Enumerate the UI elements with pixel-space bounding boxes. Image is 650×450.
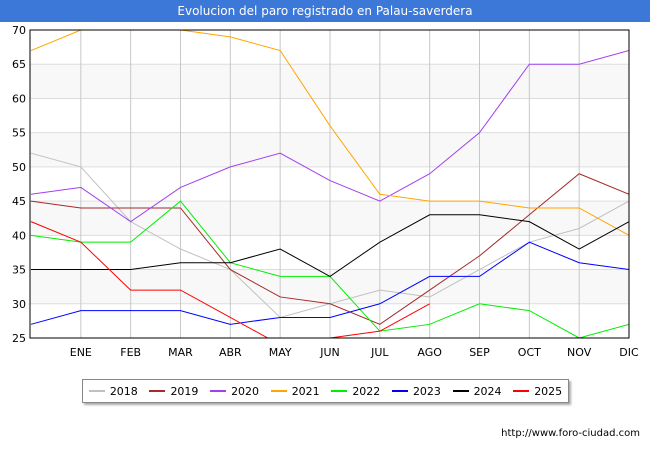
y-tick-label: 65 bbox=[12, 58, 26, 71]
y-tick-label: 30 bbox=[12, 298, 26, 311]
legend-label: 2019 bbox=[170, 384, 199, 398]
y-tick-label: 40 bbox=[12, 229, 26, 242]
legend-label: 2018 bbox=[109, 384, 138, 398]
y-tick-label: 70 bbox=[12, 24, 26, 37]
legend-item-2025: 2025 bbox=[513, 385, 562, 398]
legend-swatch bbox=[88, 390, 105, 392]
x-tick-label: JUN bbox=[319, 346, 340, 359]
y-tick-label: 35 bbox=[12, 264, 26, 277]
series-line-2025 bbox=[30, 221, 430, 338]
x-tick-label: JUL bbox=[370, 346, 389, 359]
legend: 2018 2019 2020 2021 2022 2023 2024 2025 bbox=[82, 379, 569, 403]
legend-item-2020: 2020 bbox=[210, 385, 259, 398]
legend-swatch bbox=[210, 390, 227, 392]
line-chart: 25 30 35 40 45 50 55 60 65 70 ENE FEB MAR ABR MAY JUN JU… bbox=[12, 24, 639, 359]
legend-label: 2023 bbox=[412, 384, 441, 398]
legend-swatch bbox=[391, 390, 408, 392]
series-line-2019 bbox=[30, 173, 629, 325]
series-line-2023 bbox=[30, 241, 629, 325]
footer-url[interactable]: http://www.foro-ciudad.com bbox=[501, 428, 640, 439]
chart-title: Evolucion del paro registrado en Palau-s… bbox=[0, 0, 650, 22]
series-line-2020 bbox=[30, 50, 629, 223]
legend-swatch bbox=[331, 390, 348, 392]
x-tick-label: MAR bbox=[168, 346, 193, 359]
x-tick-label: OCT bbox=[518, 346, 541, 359]
legend-swatch bbox=[270, 390, 287, 392]
x-tick-label: ABR bbox=[219, 346, 242, 359]
legend-label: 2021 bbox=[291, 384, 320, 398]
y-tick-label: 55 bbox=[12, 127, 26, 140]
plot-frame bbox=[29, 29, 630, 339]
legend-label: 2025 bbox=[534, 384, 563, 398]
y-tick-label: 25 bbox=[12, 332, 26, 345]
x-tick-label: SEP bbox=[469, 346, 490, 359]
y-tick-label: 50 bbox=[12, 161, 26, 174]
y-tick-label: 60 bbox=[12, 92, 26, 105]
x-tick-label: NOV bbox=[567, 346, 592, 359]
legend-item-2018: 2018 bbox=[88, 384, 138, 398]
x-tick-label: FEB bbox=[120, 346, 141, 359]
x-tick-label: DIC bbox=[619, 346, 639, 359]
legend-swatch bbox=[149, 390, 166, 392]
legend-label: 2020 bbox=[231, 384, 260, 398]
legend-swatch bbox=[452, 390, 469, 392]
x-tick-label: MAY bbox=[269, 346, 292, 359]
legend-item-2019: 2019 bbox=[149, 385, 198, 398]
legend-item-2023: 2023 bbox=[391, 384, 441, 398]
x-tick-label: ENE bbox=[70, 346, 92, 359]
series-line-2021 bbox=[30, 30, 629, 236]
y-tick-label: 45 bbox=[12, 195, 26, 208]
x-tick-label: AGO bbox=[417, 346, 442, 359]
legend-label: 2024 bbox=[473, 384, 502, 398]
legend-item-2021: 2021 bbox=[270, 384, 320, 398]
legend-item-2024: 2024 bbox=[452, 384, 502, 398]
series-line-2024 bbox=[31, 214, 629, 277]
legend-swatch bbox=[513, 390, 530, 392]
legend-item-2022: 2022 bbox=[331, 385, 380, 398]
legend-label: 2022 bbox=[352, 384, 381, 398]
